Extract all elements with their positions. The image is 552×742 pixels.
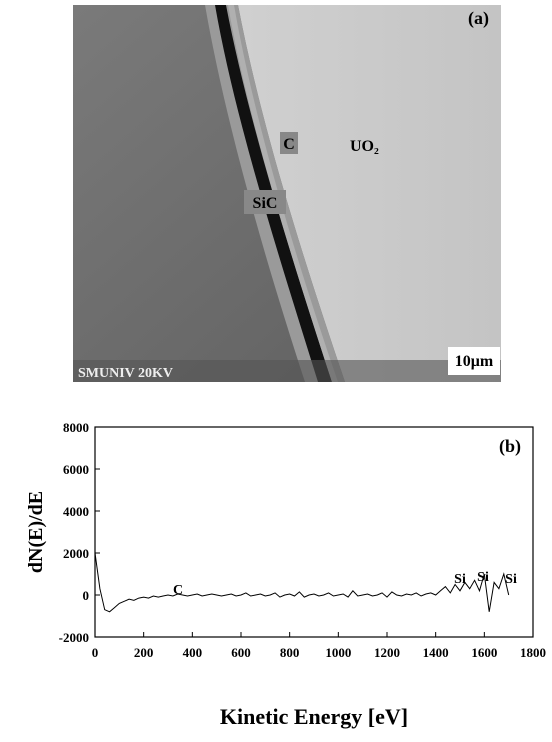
y-tick-label: 8000 [63,420,89,435]
c-label: C [283,136,295,153]
c-box [280,132,298,154]
y-tick-label: -2000 [59,630,89,645]
y-tick-label: 6000 [63,462,89,477]
peak-annotation: Si [454,572,466,587]
x-tick-label: 1000 [325,645,351,660]
x-tick-label: 800 [280,645,300,660]
x-tick-label: 600 [231,645,251,660]
x-tick-label: 1800 [520,645,546,660]
plot-frame [94,426,534,638]
y-tick-label: 2000 [63,546,89,561]
sem-image: (a) C UO₂ SiC SMUNIV 20KV 10μm [73,5,501,382]
peak-annotation: C [173,583,183,598]
footer-bar [73,360,501,382]
y-tick-label: 0 [83,588,90,603]
spectrum-line [94,552,510,613]
x-axis-label: Kinetic Energy [eV] [220,704,408,729]
sic-box [244,190,286,214]
carbon-layer [228,5,338,382]
x-tick-label: 1200 [374,645,400,660]
sic-label: SiC [253,195,278,212]
y-axis-label: dN(E)/dE [25,491,47,573]
gap [215,5,332,382]
uo2-region [238,5,501,382]
scale-label: 10μm [455,353,494,370]
panel-label: (b) [499,436,521,457]
panel-label: (a) [468,8,489,29]
x-tick-label: 400 [183,645,203,660]
peak-annotation: Si [477,570,489,585]
x-tick-label: 1600 [471,645,497,660]
peak-annotation: Si [505,572,517,587]
footer: SMUNIV 20KV [78,366,173,381]
x-tick-label: 200 [134,645,154,660]
x-tick-label: 0 [92,645,99,660]
scale-box [448,347,500,375]
x-tick-label: 1400 [423,645,449,660]
y-tick-label: 4000 [63,504,89,519]
uo2-label: UO₂ [350,138,379,155]
